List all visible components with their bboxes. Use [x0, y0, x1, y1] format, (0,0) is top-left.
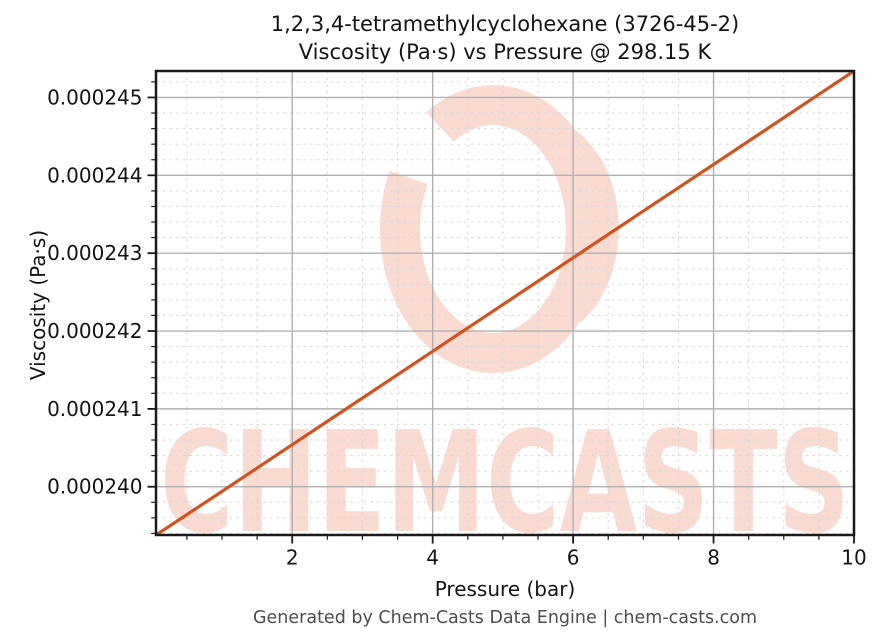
footer-credit: Generated by Chem-Casts Data Engine | ch… — [252, 608, 758, 628]
x-axis-label: Pressure (bar) — [434, 577, 576, 601]
x-tick-label: 8 — [707, 546, 720, 570]
watermark-layer: CHEMCASTS — [160, 85, 850, 565]
watermark-text: CHEMCASTS — [160, 402, 850, 565]
y-axis-label: Viscosity (Pa·s) — [26, 229, 50, 381]
y-tick-label: 0.000244 — [47, 163, 142, 187]
axis-ticks: 2 4 6 8 10 0.000240 0.000241 0.000242 0.000243 0.… — [47, 81, 867, 570]
minor-gridlines — [156, 71, 854, 535]
chart-title: 1,2,3,4-tetramethylcyclohexane (3726-45-… — [156, 10, 854, 66]
y-tick-label: 0.000245 — [47, 85, 142, 109]
x-tick-label: 4 — [426, 546, 439, 570]
y-tick-label: 0.000243 — [47, 241, 142, 265]
y-tick-label: 0.000242 — [47, 319, 142, 343]
x-tick-label: 2 — [286, 546, 299, 570]
viscosity-line-series — [156, 71, 854, 535]
y-tick-label: 0.000240 — [47, 475, 142, 499]
x-tick-label: 6 — [567, 546, 580, 570]
chart-title-line2: Viscosity (Pa·s) vs Pressure @ 298.15 K — [298, 40, 712, 64]
x-tick-label: 10 — [841, 546, 866, 570]
plot-spines — [154, 69, 856, 537]
watermark-ring-logo — [380, 85, 606, 373]
watermark-ring-swirl — [559, 125, 619, 323]
chart-title-line1: 1,2,3,4-tetramethylcyclohexane (3726-45-… — [270, 12, 740, 36]
y-tick-label: 0.000241 — [47, 397, 142, 421]
